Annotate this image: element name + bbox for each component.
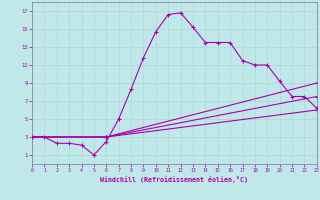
X-axis label: Windchill (Refroidissement éolien,°C): Windchill (Refroidissement éolien,°C) — [100, 176, 248, 183]
